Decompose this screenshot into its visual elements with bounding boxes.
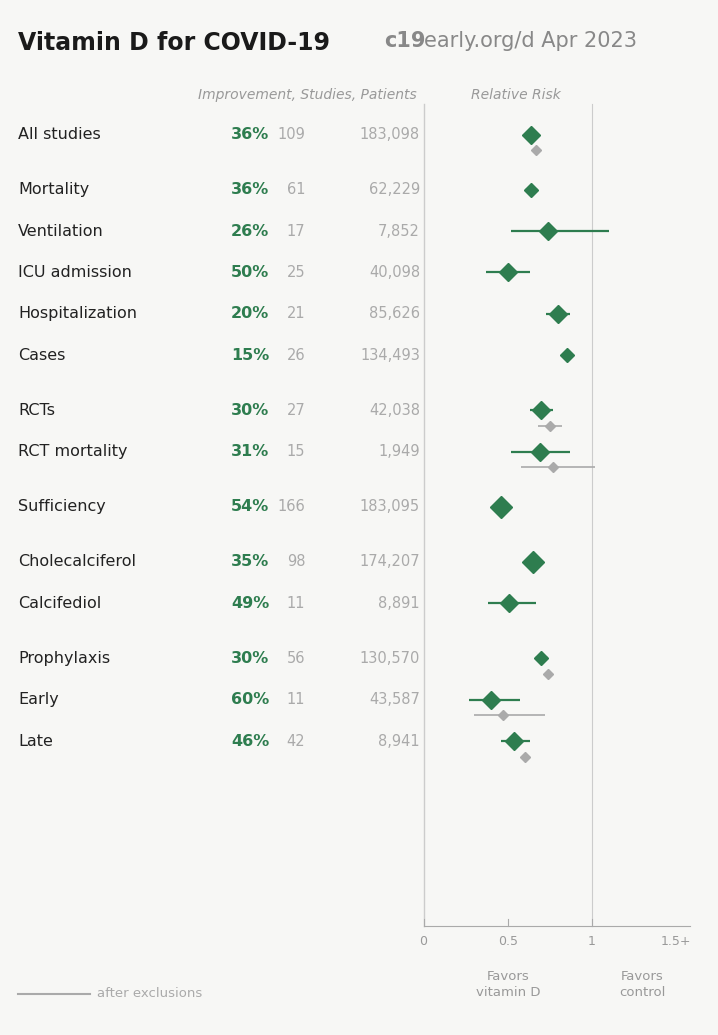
Text: 15: 15 bbox=[286, 444, 305, 460]
Text: Prophylaxis: Prophylaxis bbox=[18, 651, 110, 666]
Text: 49%: 49% bbox=[231, 596, 269, 611]
Text: 183,098: 183,098 bbox=[360, 127, 420, 142]
Text: early.org/d Apr 2023: early.org/d Apr 2023 bbox=[424, 31, 637, 51]
Text: 85,626: 85,626 bbox=[369, 306, 420, 321]
Text: 1,949: 1,949 bbox=[378, 444, 420, 460]
Text: Ventilation: Ventilation bbox=[18, 224, 103, 238]
Text: 30%: 30% bbox=[231, 651, 269, 666]
Text: 42: 42 bbox=[286, 734, 305, 748]
Text: 130,570: 130,570 bbox=[360, 651, 420, 666]
Text: 8,941: 8,941 bbox=[378, 734, 420, 748]
Text: 27: 27 bbox=[286, 403, 305, 418]
Text: All studies: All studies bbox=[18, 127, 101, 142]
Text: 25: 25 bbox=[286, 265, 305, 279]
Text: 17: 17 bbox=[286, 224, 305, 238]
Text: 21: 21 bbox=[286, 306, 305, 321]
Text: 11: 11 bbox=[286, 692, 305, 707]
Text: 46%: 46% bbox=[231, 734, 269, 748]
Text: 50%: 50% bbox=[231, 265, 269, 279]
Text: Favors
vitamin D: Favors vitamin D bbox=[475, 970, 540, 999]
Text: 166: 166 bbox=[277, 499, 305, 514]
Text: 26%: 26% bbox=[231, 224, 269, 238]
Text: 174,207: 174,207 bbox=[360, 555, 420, 569]
Text: 0: 0 bbox=[419, 935, 428, 948]
Text: c19: c19 bbox=[384, 31, 426, 51]
Text: 1: 1 bbox=[588, 935, 596, 948]
Text: after exclusions: after exclusions bbox=[97, 987, 202, 1000]
Text: Cholecalciferol: Cholecalciferol bbox=[18, 555, 136, 569]
Text: Hospitalization: Hospitalization bbox=[18, 306, 137, 321]
Text: 36%: 36% bbox=[231, 127, 269, 142]
Text: 134,493: 134,493 bbox=[360, 348, 420, 362]
Text: 40,098: 40,098 bbox=[369, 265, 420, 279]
Text: 7,852: 7,852 bbox=[378, 224, 420, 238]
Text: 98: 98 bbox=[286, 555, 305, 569]
Text: 26: 26 bbox=[286, 348, 305, 362]
Text: Late: Late bbox=[18, 734, 53, 748]
Text: Calcifediol: Calcifediol bbox=[18, 596, 101, 611]
Text: 56: 56 bbox=[286, 651, 305, 666]
Text: 1.5+: 1.5+ bbox=[661, 935, 691, 948]
Text: Favors
control: Favors control bbox=[619, 970, 666, 999]
Text: Cases: Cases bbox=[18, 348, 65, 362]
Text: ICU admission: ICU admission bbox=[18, 265, 132, 279]
Text: 8,891: 8,891 bbox=[378, 596, 420, 611]
Text: 20%: 20% bbox=[231, 306, 269, 321]
Text: RCT mortality: RCT mortality bbox=[18, 444, 128, 460]
Text: Improvement, Studies, Patients: Improvement, Studies, Patients bbox=[197, 88, 416, 102]
Text: 61: 61 bbox=[286, 182, 305, 197]
Text: RCTs: RCTs bbox=[18, 403, 55, 418]
Text: 42,038: 42,038 bbox=[369, 403, 420, 418]
Text: 109: 109 bbox=[277, 127, 305, 142]
Text: 0.5: 0.5 bbox=[498, 935, 518, 948]
Text: Early: Early bbox=[18, 692, 59, 707]
Text: 43,587: 43,587 bbox=[369, 692, 420, 707]
Text: 36%: 36% bbox=[231, 182, 269, 197]
Text: 35%: 35% bbox=[231, 555, 269, 569]
Text: 30%: 30% bbox=[231, 403, 269, 418]
Text: 31%: 31% bbox=[231, 444, 269, 460]
Text: Mortality: Mortality bbox=[18, 182, 89, 197]
Text: Sufficiency: Sufficiency bbox=[18, 499, 106, 514]
Text: 62,229: 62,229 bbox=[369, 182, 420, 197]
Text: 15%: 15% bbox=[231, 348, 269, 362]
Text: Relative Risk: Relative Risk bbox=[471, 88, 561, 102]
Text: 60%: 60% bbox=[231, 692, 269, 707]
Text: Vitamin D for COVID-19: Vitamin D for COVID-19 bbox=[18, 31, 330, 55]
Text: 54%: 54% bbox=[231, 499, 269, 514]
Text: 183,095: 183,095 bbox=[360, 499, 420, 514]
Text: 11: 11 bbox=[286, 596, 305, 611]
